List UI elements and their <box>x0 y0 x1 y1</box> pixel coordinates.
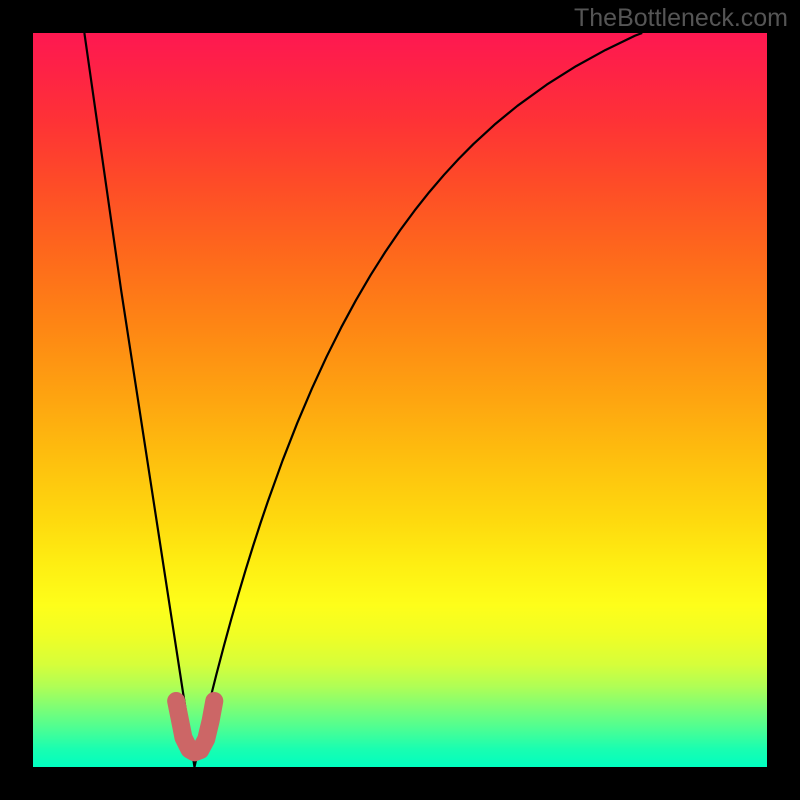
chart-root: TheBottleneck.com <box>0 0 800 800</box>
watermark-text: TheBottleneck.com <box>574 4 788 33</box>
gradient-background <box>33 33 767 767</box>
plot-area <box>33 33 767 767</box>
plot-svg <box>33 33 767 767</box>
